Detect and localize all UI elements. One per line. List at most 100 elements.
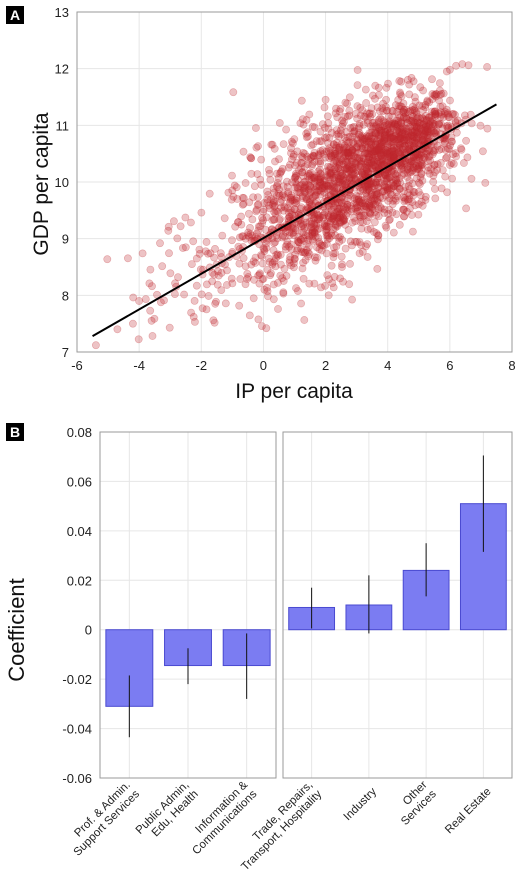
data-point: [324, 139, 332, 147]
data-point: [356, 187, 365, 195]
data-point: [336, 105, 345, 113]
data-point: [379, 140, 388, 149]
data-point: [373, 195, 382, 204]
data-point: [352, 198, 361, 207]
data-point: [369, 158, 378, 167]
data-point: [400, 131, 409, 140]
data-point: [332, 242, 341, 251]
data-point: [383, 147, 392, 155]
data-point: [218, 231, 227, 240]
data-point: [320, 182, 329, 191]
data-point: [385, 128, 394, 137]
data-point: [417, 169, 426, 178]
data-point: [156, 239, 164, 248]
data-point: [404, 197, 413, 206]
data-point: [190, 317, 199, 326]
data-point: [353, 136, 362, 145]
data-point: [287, 155, 296, 164]
data-point: [263, 265, 272, 274]
data-point: [357, 159, 366, 168]
data-point: [339, 143, 348, 152]
data-point: [212, 297, 220, 306]
data-point: [395, 77, 404, 85]
panel-a-points: [92, 60, 492, 350]
data-point: [305, 198, 314, 207]
data-point: [305, 110, 314, 119]
data-point: [335, 198, 343, 207]
data-point: [336, 218, 344, 226]
data-point: [341, 244, 350, 253]
data-point: [403, 195, 412, 204]
data-point: [303, 152, 312, 161]
data-point: [383, 131, 392, 140]
data-point: [251, 233, 260, 242]
data-point: [353, 114, 361, 123]
data-point: [404, 142, 413, 150]
data-point: [418, 102, 427, 110]
data-point: [275, 191, 284, 200]
data-point: [346, 237, 355, 246]
data-point: [410, 93, 419, 102]
data-point: [285, 213, 294, 221]
data-point: [392, 188, 401, 196]
data-point: [165, 249, 173, 258]
data-point: [316, 175, 325, 184]
data-point: [288, 196, 297, 204]
data-point: [368, 119, 377, 127]
data-point: [268, 234, 277, 243]
data-point: [398, 139, 407, 148]
data-point: [254, 142, 262, 151]
y-tick-label: 12: [55, 62, 69, 77]
data-point: [431, 110, 440, 118]
data-point: [349, 139, 358, 148]
data-point: [350, 127, 359, 136]
data-point: [263, 187, 272, 196]
data-point: [329, 159, 338, 168]
data-point: [156, 298, 165, 307]
data-point: [292, 194, 301, 203]
data-point: [340, 148, 349, 157]
data-point: [304, 169, 313, 178]
data-point: [316, 127, 325, 136]
data-point: [345, 280, 354, 289]
data-point: [339, 217, 348, 226]
data-point: [364, 185, 373, 194]
data-point: [365, 203, 373, 212]
data-point: [367, 157, 376, 166]
data-point: [423, 147, 432, 156]
data-point: [346, 166, 354, 175]
data-point: [228, 186, 237, 195]
data-point: [321, 133, 329, 142]
data-point: [397, 77, 406, 86]
data-point: [347, 204, 356, 213]
category-label: Public Admin,Edu, Health: [134, 779, 201, 846]
data-point: [364, 161, 373, 170]
data-point: [244, 209, 253, 218]
data-point: [376, 158, 385, 167]
data-point: [262, 239, 271, 248]
data-point: [452, 152, 460, 161]
data-point: [462, 204, 470, 213]
data-point: [435, 86, 444, 95]
data-point: [328, 151, 337, 160]
data-point: [371, 140, 380, 149]
data-point: [390, 153, 398, 162]
data-point: [407, 211, 416, 219]
data-point: [314, 157, 323, 166]
data-point: [381, 171, 390, 180]
data-point: [273, 183, 281, 191]
data-point: [306, 195, 314, 204]
data-point: [235, 233, 244, 242]
data-point: [386, 127, 395, 136]
data-point: [360, 204, 369, 213]
data-point: [368, 150, 377, 158]
data-point: [229, 88, 238, 97]
data-point: [146, 265, 155, 274]
data-point: [377, 204, 386, 213]
data-point: [329, 183, 337, 191]
data-point: [411, 168, 420, 177]
data-point: [365, 137, 374, 146]
data-point: [366, 144, 375, 153]
data-point: [350, 213, 358, 222]
